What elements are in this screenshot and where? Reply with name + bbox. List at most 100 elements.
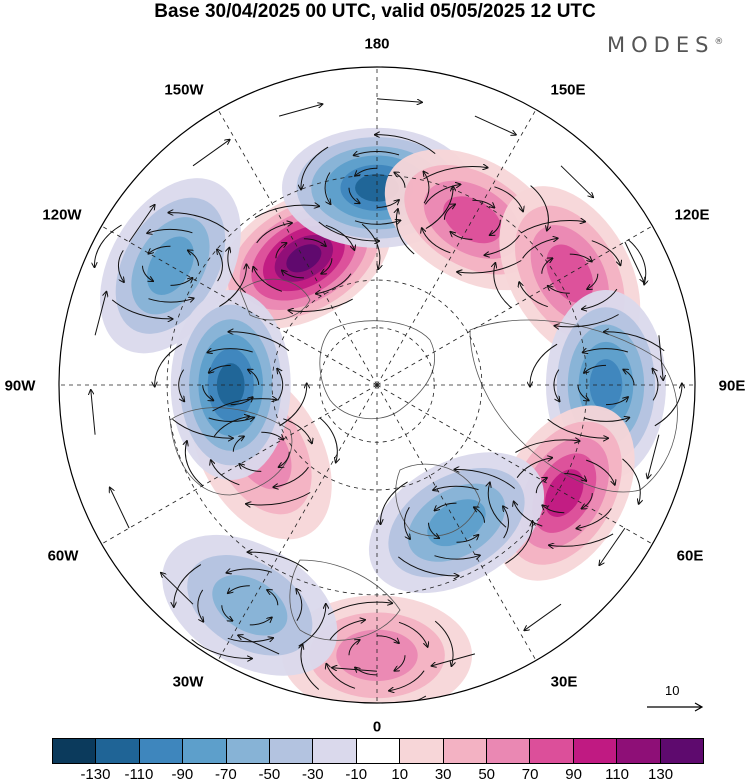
meridian-line: [376, 225, 653, 386]
lon-label-120w: 120W: [42, 206, 82, 224]
streamline-arrow: [605, 397, 628, 406]
streamline-arrow: [209, 364, 231, 372]
streamline-arrow: [230, 397, 253, 406]
streamline-arrow: [213, 416, 249, 437]
streamline-arrow: [361, 223, 380, 269]
lon-label-120e: 120E: [674, 206, 710, 224]
colorbar-tick-label: 30: [434, 766, 452, 783]
streamline-arrow: [117, 250, 123, 282]
streamline-arrow: [433, 486, 479, 490]
colorbar-tick-label: 110: [605, 766, 630, 783]
anomaly-center: [368, 452, 545, 594]
streamline-arrow: [208, 418, 254, 422]
streamline-arrow: [261, 431, 283, 439]
streamline-arrow: [432, 653, 476, 666]
streamline-arrow: [547, 418, 608, 438]
streamline-arrow: [298, 604, 326, 647]
colorbar-swatch: [356, 739, 401, 763]
streamline-arrow: [555, 314, 619, 327]
anomaly-contour: [146, 236, 194, 295]
streamline-arrow: [454, 469, 516, 489]
streamline-arrow: [472, 199, 494, 207]
streamline-arrow: [279, 384, 307, 427]
streamline-arrow: [254, 205, 319, 219]
colorbar: [52, 738, 704, 764]
lon-label-30e: 30E: [550, 673, 578, 691]
streamline-arrow: [355, 167, 378, 176]
streamline-arrow: [423, 167, 488, 180]
streamline-arrow: [516, 458, 552, 478]
map-border: [58, 66, 696, 704]
streamline-arrow: [376, 635, 399, 643]
colorbar-tick-label: -50: [258, 766, 281, 783]
streamline-arrow: [275, 243, 287, 259]
streamline-arrow: [301, 146, 329, 189]
coastline: [239, 278, 311, 321]
registered-mark: ®: [714, 37, 724, 47]
streamline-arrow: [149, 245, 171, 253]
colorbar-swatch: [96, 739, 140, 763]
lon-label-90e: 90E: [718, 377, 746, 395]
streamline-arrow: [355, 668, 378, 676]
colorbar-tick-label: -70: [215, 766, 237, 783]
streamline-arrow: [91, 390, 96, 435]
streamline-arrow: [549, 533, 614, 546]
streamline-arrow: [161, 573, 194, 605]
streamline-arrow: [658, 335, 663, 380]
streamline-arrow: [425, 186, 453, 230]
coastline: [319, 320, 435, 420]
streamline-arrow: [474, 115, 516, 135]
streamline-arrow: [577, 384, 589, 400]
streamline-arrow: [354, 151, 400, 155]
anomaly-contour: [546, 244, 594, 303]
streamline-arrow: [396, 209, 415, 255]
colorbar-tick-label: 90: [565, 766, 582, 783]
streamline-arrow: [548, 286, 570, 294]
colorbar-tick-label: 50: [478, 766, 495, 783]
streamline-arrow: [553, 369, 560, 402]
streamline-arrow: [326, 664, 356, 689]
streamline-arrow: [219, 264, 246, 307]
streamline-arrow: [394, 173, 406, 188]
colorbar-swatch: [660, 739, 704, 763]
colorbar-tick-label: -10: [345, 766, 368, 783]
streamline-arrow: [524, 603, 562, 630]
colorbar-tick-label: 130: [648, 766, 674, 783]
coastline: [395, 463, 481, 537]
lon-label-180: 180: [364, 35, 390, 53]
streamline-arrow: [267, 590, 279, 606]
streamline-arrow: [202, 384, 214, 400]
meridian-line: [217, 384, 378, 661]
lon-label-0: 0: [372, 718, 382, 736]
streamline-arrow: [451, 232, 473, 240]
streamline-arrow: [228, 248, 246, 293]
streamline-arrow: [147, 229, 193, 233]
streamline-arrow: [185, 441, 204, 487]
colorbar-swatch: [573, 739, 618, 763]
streamline-arrow: [168, 213, 230, 232]
streamline-arrow: [622, 458, 641, 504]
colorbar-swatch: [226, 739, 271, 763]
polar-map: [58, 66, 696, 704]
anomaly-contour: [589, 359, 623, 411]
streamline-arrow: [591, 240, 621, 266]
streamline-arrow: [494, 263, 512, 309]
lon-label-150e: 150E: [550, 81, 586, 99]
streamline-arrow: [142, 265, 154, 281]
streamline-arrow: [248, 552, 309, 572]
streamline-arrow: [178, 369, 184, 402]
streamline-arrow: [174, 564, 202, 607]
streamline-arrow: [584, 364, 607, 372]
streamline-arrow: [212, 399, 277, 412]
streamline-arrow: [457, 260, 522, 273]
streamline-arrow: [229, 332, 290, 352]
colorbar-swatch: [400, 739, 444, 763]
streamline-arrow: [278, 104, 322, 117]
streamline-arrow: [332, 668, 378, 672]
colorbar-tick-label: -130: [80, 766, 111, 783]
streamline-arrow: [582, 493, 593, 508]
colorbar-swatch: [617, 739, 661, 763]
streamline-arrow: [424, 172, 430, 204]
streamline-arrow: [586, 459, 615, 485]
streamline-arrow: [623, 370, 635, 386]
